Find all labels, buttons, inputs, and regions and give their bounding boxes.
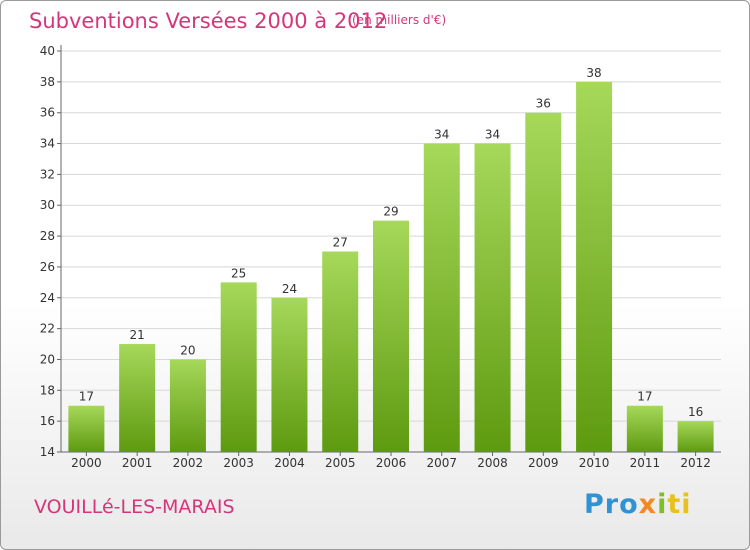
brand-logo-part: x [638, 489, 658, 520]
brand-logo-part: Pro [584, 489, 639, 520]
bar-value-label: 34 [434, 128, 449, 142]
bar-2001 [119, 344, 156, 452]
bar-2005 [322, 251, 359, 452]
y-tick-label: 24 [40, 291, 55, 305]
y-tick-label: 22 [40, 322, 55, 336]
x-tick-label: 2012 [680, 456, 711, 470]
y-tick-label: 28 [40, 229, 55, 243]
x-tick-label: 2010 [579, 456, 610, 470]
bar-value-label: 24 [282, 282, 297, 296]
bar-value-label: 34 [485, 128, 500, 142]
brand-logo[interactable]: Proxiti [584, 489, 692, 520]
x-tick-label: 2008 [477, 456, 508, 470]
bar-2010 [576, 81, 613, 452]
brand-logo-part: ti [667, 489, 692, 520]
x-tick-label: 2000 [71, 456, 102, 470]
bars [68, 81, 714, 453]
x-tick-label: 2009 [528, 456, 559, 470]
bar-value-label: 17 [79, 390, 94, 404]
x-tick-label: 2007 [426, 456, 457, 470]
bar-2002 [169, 359, 206, 452]
bar-value-label: 16 [688, 405, 703, 419]
chart-title: Subventions Versées 2000 à 2012 [29, 9, 388, 33]
commune-name: VOUILLé-LES-MARAIS [34, 496, 235, 518]
x-tick-label: 2006 [376, 456, 407, 470]
bar-2009 [525, 112, 562, 452]
x-tick-label: 2002 [173, 456, 204, 470]
bar-2003 [220, 282, 257, 452]
y-tick-label: 36 [40, 106, 55, 120]
y-tick-label: 18 [40, 383, 55, 397]
x-tick-label: 2001 [122, 456, 153, 470]
y-tick-label: 32 [40, 167, 55, 181]
x-tick-label: 2011 [630, 456, 661, 470]
bar-2004 [271, 297, 308, 452]
y-tick-label: 20 [40, 352, 55, 366]
bar-2006 [373, 220, 409, 452]
y-tick-label: 38 [40, 75, 55, 89]
bar-2012 [677, 421, 714, 452]
y-tick-label: 30 [40, 198, 55, 212]
bar-value-label: 25 [231, 266, 246, 280]
labels: 14 16 18 20 22 24 26 28 30 32 34 36 38 40 17 2000 21 2001… [40, 44, 711, 470]
bar-2011 [626, 405, 663, 452]
chart-subtitle: (en milliers d'€) [352, 13, 447, 27]
bar-2000 [68, 405, 105, 452]
bar-2007 [423, 143, 460, 453]
y-tick-label: 26 [40, 260, 55, 274]
y-tick-label: 40 [40, 44, 55, 58]
bar-value-label: 29 [383, 205, 398, 219]
bar-value-label: 36 [536, 97, 551, 111]
y-tick-label: 14 [40, 445, 55, 459]
bar-2008 [474, 143, 511, 453]
y-tick-label: 34 [40, 137, 55, 151]
x-tick-label: 2005 [325, 456, 356, 470]
x-tick-label: 2004 [274, 456, 305, 470]
bar-value-label: 17 [637, 390, 652, 404]
y-tick-label: 16 [40, 414, 55, 428]
brand-logo-part: i [657, 489, 668, 520]
x-tick-label: 2003 [223, 456, 254, 470]
bar-value-label: 38 [586, 66, 601, 80]
bar-value-label: 27 [333, 236, 348, 250]
bar-value-label: 21 [130, 328, 145, 342]
bar-value-label: 20 [180, 343, 195, 357]
